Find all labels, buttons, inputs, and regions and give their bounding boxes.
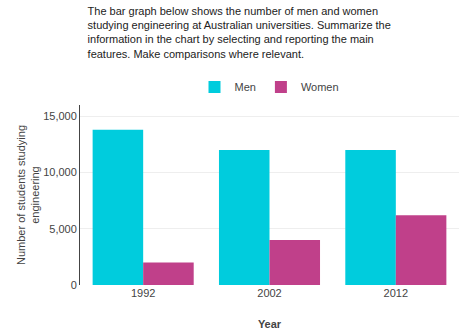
svg-text:Number of students studyingeng: Number of students studyingengineering	[15, 125, 41, 265]
svg-text:5,000: 5,000	[49, 223, 77, 235]
svg-text:The bar graph below shows the: The bar graph below shows the number of …	[88, 5, 391, 60]
svg-text:10,000: 10,000	[43, 166, 77, 178]
svg-text:Men: Men	[235, 81, 256, 93]
svg-text:15,000: 15,000	[43, 110, 77, 122]
svg-text:1992: 1992	[131, 287, 155, 299]
svg-text:0: 0	[71, 279, 77, 291]
svg-text:2002: 2002	[257, 287, 281, 299]
svg-text:2012: 2012	[384, 287, 408, 299]
svg-text:Year: Year	[258, 318, 282, 330]
svg-text:Women: Women	[301, 81, 339, 93]
